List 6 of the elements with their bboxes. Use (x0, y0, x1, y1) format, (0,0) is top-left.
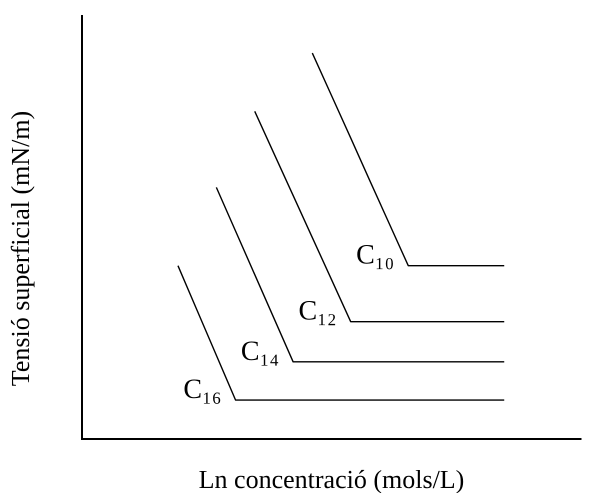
series-label: C₁₄ (240, 336, 280, 367)
series-label: C₁₀ (356, 240, 394, 271)
y-axis-title: Tensió superficial (mN/m) (6, 110, 35, 386)
series-label: C₁₆ (183, 374, 222, 406)
series-label: C₁₂ (298, 296, 337, 327)
x-axis-title: Ln concentració (mols/L) (198, 464, 464, 493)
